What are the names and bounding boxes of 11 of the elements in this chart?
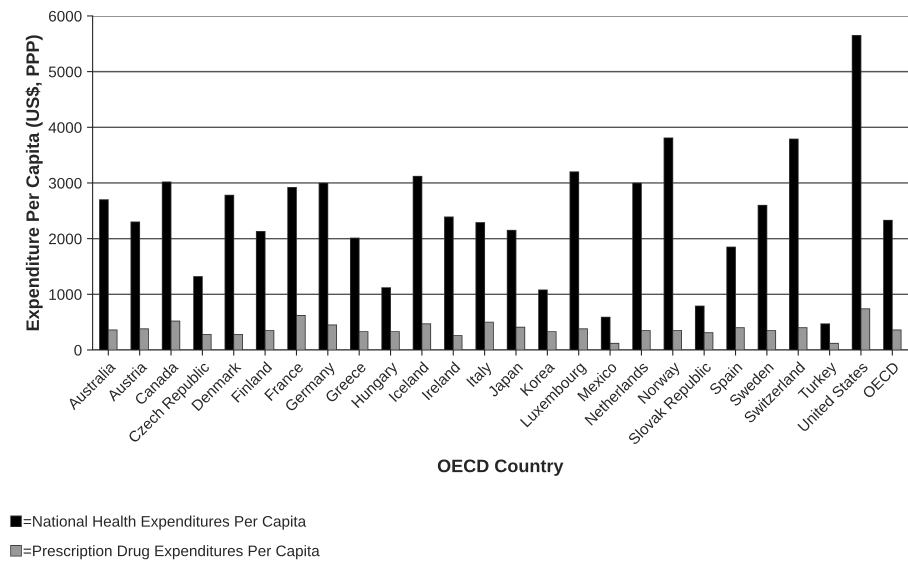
- legend-label: =National Health Expenditures Per Capita: [24, 516, 306, 530]
- x-axis-title: OECD Country: [438, 460, 564, 476]
- y-tick-label: 4000: [48, 122, 82, 133]
- y-axis-title: Expenditure Per Capita (US$, PPP): [26, 35, 43, 330]
- y-tick-label: 0: [74, 344, 82, 356]
- y-tick-label: 2000: [48, 234, 82, 244]
- y-tick-label: 1000: [49, 289, 82, 300]
- y-tick-label: 3000: [48, 178, 82, 189]
- legend-label: =Prescription Drug Expenditures Per Capita: [24, 545, 320, 560]
- y-tick-label: 6000: [48, 10, 82, 22]
- y-tick-label: 5000: [48, 66, 82, 78]
